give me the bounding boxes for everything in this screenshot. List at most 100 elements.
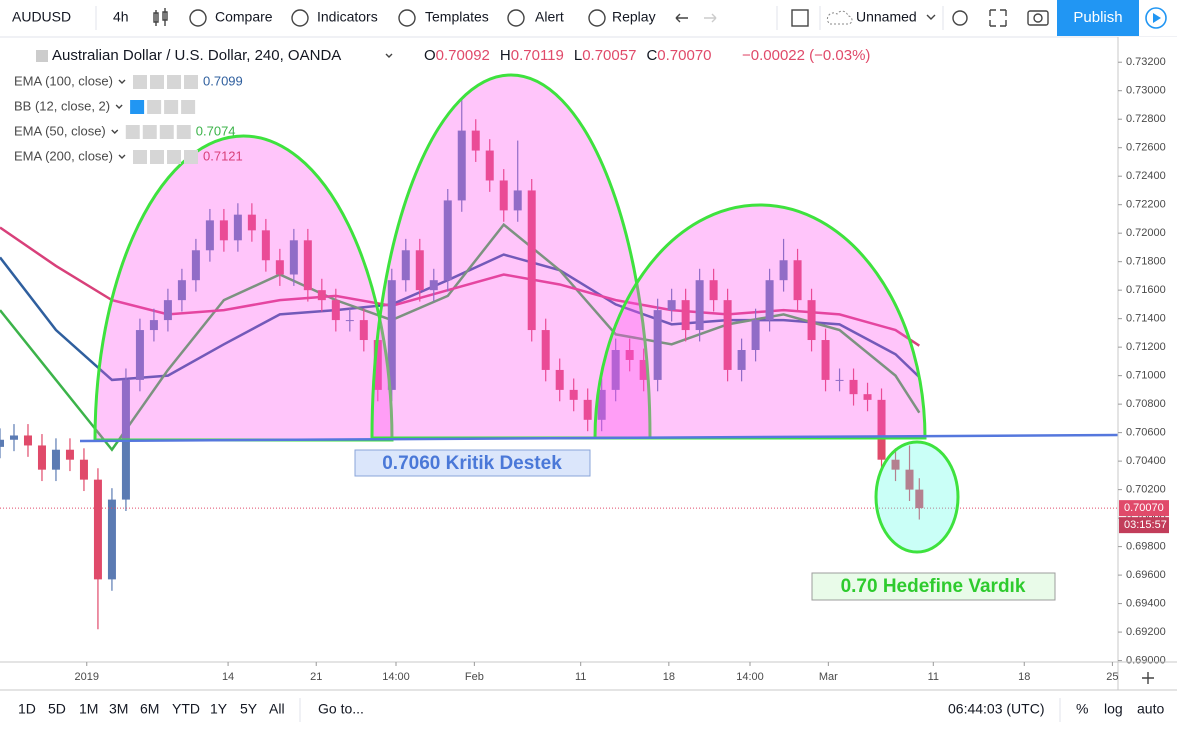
change: −0.00022 (−0.03%) bbox=[742, 47, 870, 64]
legend-button[interactable] bbox=[164, 100, 179, 114]
y-tick-label: 0.72000 bbox=[1126, 227, 1166, 239]
y-tick-label: 0.69800 bbox=[1126, 541, 1166, 553]
legend-button[interactable] bbox=[176, 125, 191, 139]
dropdown-icon[interactable] bbox=[118, 79, 126, 84]
scale-option[interactable]: log bbox=[1104, 701, 1123, 717]
axis-settings-icon[interactable] bbox=[1142, 672, 1154, 684]
range-button[interactable]: YTD bbox=[172, 701, 200, 717]
indicator-name[interactable]: BB (12, close, 2) bbox=[14, 98, 110, 113]
range-button[interactable]: All bbox=[269, 701, 285, 717]
legend-button[interactable] bbox=[133, 150, 147, 164]
publish-button[interactable] bbox=[1057, 0, 1139, 36]
scale-option[interactable]: auto bbox=[1137, 701, 1164, 717]
ohlc-value: 0.70070 bbox=[657, 47, 711, 64]
candle-body bbox=[681, 300, 690, 331]
range-button[interactable]: 5Y bbox=[240, 701, 258, 717]
indicator-name[interactable]: EMA (100, close) bbox=[14, 73, 113, 88]
chart-style-icon[interactable] bbox=[153, 8, 168, 26]
legend-button[interactable] bbox=[150, 150, 164, 164]
redo-icon bbox=[704, 13, 717, 23]
dropdown-icon[interactable] bbox=[926, 14, 936, 20]
toolbar-item[interactable]: Compare bbox=[215, 9, 273, 25]
candle-body bbox=[303, 240, 312, 291]
candle-body bbox=[387, 280, 396, 390]
legend-button[interactable] bbox=[125, 125, 140, 139]
stream-icon[interactable] bbox=[1145, 7, 1167, 29]
candle-body bbox=[219, 220, 228, 241]
goto[interactable]: Go to... bbox=[318, 701, 364, 717]
ema-line bbox=[0, 222, 921, 452]
toolbar-icon[interactable] bbox=[189, 9, 207, 27]
publish-label[interactable]: Publish bbox=[1073, 9, 1122, 26]
legend-button[interactable] bbox=[133, 75, 147, 89]
legend-button[interactable] bbox=[150, 75, 164, 89]
dropdown-icon[interactable] bbox=[385, 53, 393, 58]
legend-button[interactable] bbox=[159, 125, 174, 139]
legend-button[interactable] bbox=[167, 75, 181, 89]
fullscreen-icon[interactable] bbox=[989, 9, 1007, 27]
interval[interactable]: 4h bbox=[113, 9, 129, 25]
ema-line bbox=[0, 253, 921, 382]
candle-body bbox=[583, 399, 592, 420]
dropdown-icon[interactable] bbox=[111, 129, 119, 134]
select-icon[interactable] bbox=[791, 9, 809, 27]
toolbar-icon[interactable] bbox=[507, 9, 525, 27]
dropdown-icon[interactable] bbox=[118, 154, 126, 159]
candle-body bbox=[107, 499, 116, 580]
settings-icon[interactable] bbox=[952, 10, 968, 26]
range-button[interactable]: 5D bbox=[48, 701, 66, 717]
candle-body bbox=[737, 350, 746, 370]
indicator-name[interactable]: EMA (50, close) bbox=[14, 123, 106, 138]
candle-body bbox=[597, 389, 606, 420]
candle-body bbox=[723, 300, 732, 370]
scale-option[interactable]: % bbox=[1076, 701, 1088, 717]
legend-button[interactable] bbox=[130, 100, 145, 114]
x-tick-label: 18 bbox=[1018, 671, 1030, 683]
candle-body bbox=[429, 280, 438, 291]
candle-body bbox=[639, 359, 648, 380]
legend-button[interactable] bbox=[181, 100, 196, 114]
y-tick-label: 0.69600 bbox=[1126, 569, 1166, 581]
ohlc-key: O bbox=[424, 47, 436, 64]
toolbar-item[interactable]: Templates bbox=[425, 9, 489, 25]
toolbar-item[interactable]: Replay bbox=[612, 9, 656, 25]
annotation: 0.70 Hedefine Vardık bbox=[841, 576, 1026, 597]
candle-body bbox=[751, 320, 760, 350]
indicator-name[interactable]: EMA (200, close) bbox=[14, 148, 113, 163]
undo-icon[interactable] bbox=[675, 13, 688, 23]
legend-button[interactable] bbox=[167, 150, 181, 164]
ohlc-key: C bbox=[646, 47, 657, 64]
toolbar-icon[interactable] bbox=[398, 9, 416, 27]
toolbar-icon[interactable] bbox=[588, 9, 606, 27]
legend-button[interactable] bbox=[147, 100, 162, 114]
drawings: 0.7060 Kritik Destek 0.70 Hedefine Vardı… bbox=[79, 73, 1118, 601]
legend-button[interactable] bbox=[184, 75, 198, 89]
toolbar-item[interactable]: Alert bbox=[535, 9, 564, 25]
symbol-logo bbox=[36, 50, 48, 62]
range-button[interactable]: 3M bbox=[109, 701, 128, 717]
layout-name[interactable]: Unnamed bbox=[856, 9, 917, 25]
candle-body bbox=[345, 320, 354, 322]
snapshot-icon[interactable] bbox=[1027, 10, 1049, 26]
y-tick-label: 0.73000 bbox=[1126, 85, 1166, 97]
toolbar-item[interactable]: Indicators bbox=[317, 9, 378, 25]
y-tick-label: 0.70800 bbox=[1126, 398, 1166, 410]
candle-body bbox=[541, 330, 550, 370]
symbol[interactable]: AUDUSD bbox=[12, 9, 71, 25]
range-button[interactable]: 1D bbox=[18, 701, 36, 717]
ema-line bbox=[0, 226, 920, 347]
candle-body bbox=[625, 350, 634, 360]
legend-button[interactable] bbox=[142, 125, 157, 139]
candle-body bbox=[331, 300, 340, 321]
candle-body bbox=[915, 489, 924, 509]
candle-body bbox=[233, 214, 242, 241]
range-button[interactable]: 1M bbox=[79, 701, 98, 717]
range-button[interactable]: 1Y bbox=[210, 701, 228, 717]
legend-button[interactable] bbox=[184, 150, 198, 164]
candle-body bbox=[709, 280, 718, 301]
toolbar-icon[interactable] bbox=[291, 9, 309, 27]
dropdown-icon[interactable] bbox=[115, 104, 123, 109]
range-button[interactable]: 6M bbox=[140, 701, 159, 717]
ohlc-key: H bbox=[500, 47, 511, 64]
